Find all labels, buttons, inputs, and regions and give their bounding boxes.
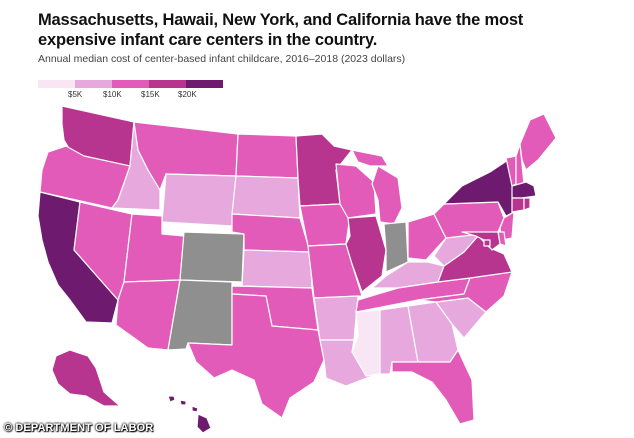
state-florida[interactable] — [391, 349, 475, 425]
state-colorado[interactable] — [179, 231, 245, 283]
legend-swatch-2 — [75, 80, 112, 88]
state-utah[interactable] — [123, 213, 185, 283]
legend-label-5k: $5K — [68, 90, 83, 99]
source-credit: © DEPARTMENT OF LABOR — [4, 422, 154, 434]
state-iowa[interactable] — [299, 203, 351, 247]
state-louisiana[interactable] — [319, 339, 373, 387]
state-ohio[interactable] — [407, 213, 447, 261]
state-dc[interactable] — [483, 239, 491, 247]
us-states-map — [37, 105, 557, 434]
state-maine[interactable] — [519, 113, 557, 171]
legend-color-bar — [38, 80, 223, 88]
state-north-carolina[interactable] — [417, 271, 513, 313]
state-nebraska[interactable] — [231, 213, 311, 253]
state-rhode-island[interactable] — [523, 197, 531, 211]
color-legend: $5K $10K $15K $20K — [38, 80, 223, 100]
state-new-mexico[interactable] — [167, 279, 233, 351]
state-indiana[interactable] — [383, 221, 409, 273]
state-kansas[interactable] — [241, 249, 313, 289]
state-connecticut[interactable] — [511, 197, 525, 213]
legend-swatch-4 — [149, 80, 186, 88]
map-title: Massachusetts, Hawaii, New York, and Cal… — [38, 11, 524, 49]
state-north-dakota[interactable] — [235, 133, 299, 179]
state-texas[interactable] — [187, 293, 325, 419]
legend-swatch-5 — [186, 80, 223, 88]
legend-label-10k: $10K — [103, 90, 122, 99]
map-subtitle: Annual median cost of center-based infan… — [38, 53, 406, 65]
legend-swatch-1 — [38, 80, 75, 88]
state-hawaii[interactable] — [167, 395, 212, 434]
state-wyoming[interactable] — [161, 173, 237, 227]
state-illinois[interactable] — [345, 215, 387, 293]
state-south-dakota[interactable] — [231, 175, 301, 219]
legend-swatch-3 — [112, 80, 149, 88]
state-alaska[interactable] — [51, 349, 121, 407]
state-arkansas[interactable] — [313, 295, 359, 341]
state-wisconsin[interactable] — [335, 163, 377, 219]
legend-label-15k: $15K — [141, 90, 160, 99]
state-michigan[interactable] — [351, 149, 403, 225]
legend-label-20k: $20K — [178, 90, 197, 99]
state-massachusetts[interactable] — [511, 181, 537, 199]
